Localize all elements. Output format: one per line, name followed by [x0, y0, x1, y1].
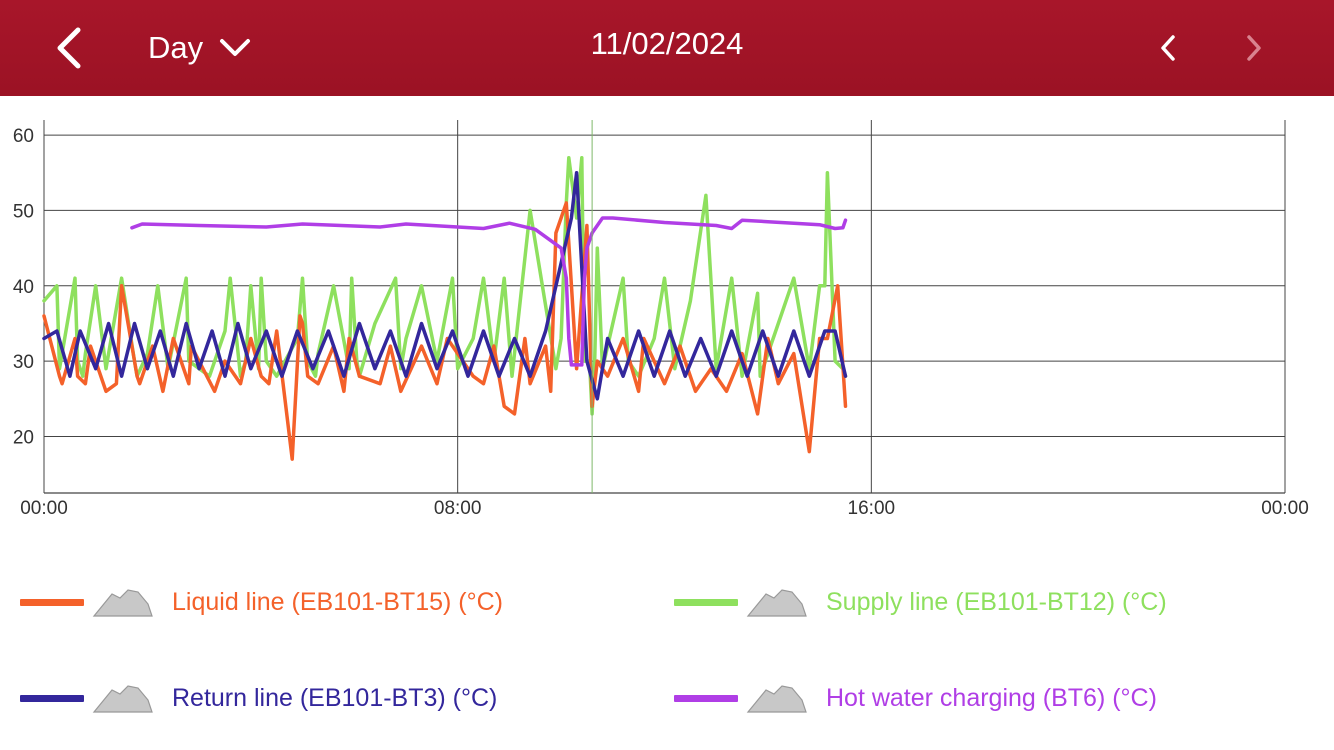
- series-line: [42, 170, 848, 401]
- chart-legend: Liquid line (EB101-BT15) (°C) Supply lin…: [0, 560, 1334, 750]
- legend-label: Return line (EB101-BT3) (°C): [172, 683, 498, 712]
- back-button[interactable]: [44, 22, 94, 74]
- x-tick-label: 00:00: [1261, 498, 1309, 519]
- app-header: Day 11/02/2024: [0, 0, 1334, 96]
- previous-day-button[interactable]: [1148, 28, 1188, 68]
- y-tick-label: 20: [13, 427, 34, 448]
- legend-label: Hot water charging (BT6) (°C): [826, 683, 1157, 712]
- range-label: Day: [148, 30, 204, 65]
- x-tick-label: 16:00: [848, 498, 896, 519]
- legend-swatch: [20, 598, 84, 606]
- chevron-down-icon: [220, 39, 251, 56]
- y-tick-label: 60: [13, 126, 34, 147]
- next-day-button[interactable]: [1234, 28, 1274, 68]
- y-tick-label: 30: [13, 352, 34, 373]
- legend-swatch: [674, 598, 738, 606]
- series-line: [130, 216, 848, 367]
- series-line: [42, 201, 848, 461]
- legend-item-hot-water-charging[interactable]: Hot water charging (BT6) (°C): [674, 678, 1157, 718]
- x-tick-label: 00:00: [20, 498, 68, 519]
- y-tick-label: 50: [13, 201, 34, 222]
- mountain-icon[interactable]: [746, 586, 808, 618]
- x-tick-label: 08:00: [434, 498, 482, 519]
- legend-label: Liquid line (EB101-BT15) (°C): [172, 587, 503, 616]
- legend-swatch: [20, 694, 84, 702]
- legend-item-supply-line[interactable]: Supply line (EB101-BT12) (°C): [674, 582, 1167, 622]
- range-selector[interactable]: Day: [148, 26, 251, 70]
- y-tick-label: 40: [13, 277, 34, 298]
- chevron-left-icon: [57, 27, 81, 69]
- legend-swatch: [674, 694, 738, 702]
- legend-item-return-line[interactable]: Return line (EB101-BT3) (°C): [20, 678, 497, 718]
- mountain-icon[interactable]: [746, 682, 808, 714]
- mountain-icon[interactable]: [92, 586, 154, 618]
- legend-item-liquid-line[interactable]: Liquid line (EB101-BT15) (°C): [20, 582, 503, 622]
- chevron-right-icon: [1247, 35, 1261, 61]
- mountain-icon[interactable]: [92, 682, 154, 714]
- legend-label: Supply line (EB101-BT12) (°C): [826, 587, 1167, 616]
- chevron-left-icon: [1161, 35, 1175, 61]
- temperature-chart[interactable]: 20 30 40 50 60 00:00 08:00 16:00 00:00: [0, 96, 1334, 546]
